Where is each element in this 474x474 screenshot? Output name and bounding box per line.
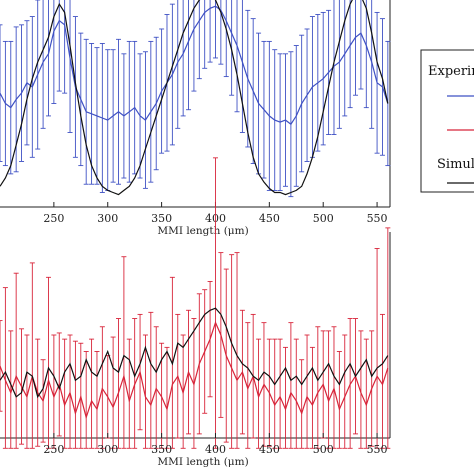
series-experimental	[0, 157, 391, 449]
series-simulation	[0, 307, 389, 399]
x-tick-label: 500	[313, 212, 334, 225]
x-tick-label: 450	[259, 443, 280, 456]
x-tick-label: 300	[97, 443, 118, 456]
series-line-experimental	[0, 320, 389, 420]
legend-box	[420, 49, 474, 193]
x-tick-label: 250	[43, 212, 64, 225]
x-tick-label: 350	[151, 443, 172, 456]
series-line-simulation	[0, 307, 389, 399]
x-tick-label: 250	[43, 443, 64, 456]
x-axis-label: MMI length (μm)	[157, 456, 248, 468]
legend-header-simulation: Simul	[437, 157, 474, 172]
series-simulation	[0, 0, 389, 196]
x-tick-label: 350	[151, 212, 172, 225]
legend: Experir Simul	[420, 49, 474, 193]
x-tick-label: 450	[259, 212, 280, 225]
bottom-plot: 250 300 350 400 450 500 550 MMI length (μm)	[0, 157, 391, 468]
x-tick-label: 500	[313, 443, 334, 456]
x-tick-label: 550	[367, 212, 388, 225]
series-line-simulation	[0, 0, 389, 196]
x-tick-label: 300	[97, 212, 118, 225]
series-experimental	[0, 0, 391, 198]
x-tick-label: 550	[367, 443, 388, 456]
legend-header-experimental: Experir	[428, 64, 474, 79]
x-tick-label: 400	[205, 443, 226, 456]
x-axis-label: MMI length (μm)	[157, 225, 248, 237]
series-line-experimental	[0, 5, 389, 126]
